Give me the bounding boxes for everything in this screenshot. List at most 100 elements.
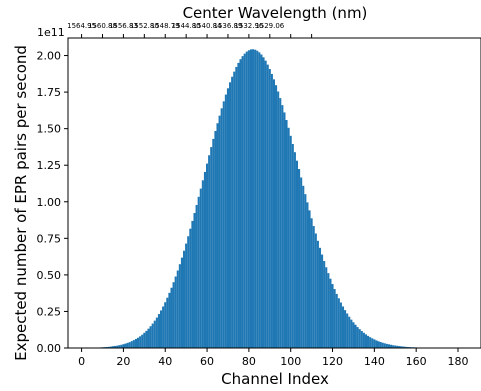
bar (348, 316, 351, 348)
x-axis-ticks: 0 20 40 60 80 100 120 140 160 180 (78, 348, 468, 368)
bar (371, 338, 374, 348)
bar (139, 336, 142, 348)
bar (300, 177, 303, 348)
bar (157, 314, 161, 348)
bar (114, 345, 117, 348)
bar (339, 302, 342, 348)
bar (145, 330, 148, 348)
bar (369, 337, 372, 348)
bar (364, 334, 368, 348)
bar (178, 264, 181, 348)
bar (387, 344, 391, 348)
bar (206, 163, 209, 348)
bar (128, 342, 131, 348)
bar (164, 302, 167, 348)
chart-title: Center Wavelength (nm) (183, 4, 368, 22)
bar (247, 50, 250, 348)
x-tick-label: 160 (406, 355, 427, 368)
bar (239, 59, 242, 348)
bar (201, 180, 204, 348)
bar (258, 52, 261, 348)
bar (341, 306, 345, 348)
top-tick-label: 1564.95 (67, 22, 96, 30)
bar (252, 49, 255, 348)
bar (249, 49, 253, 348)
bar (183, 250, 186, 348)
bar (398, 346, 401, 348)
top-tick-label: 1529.06 (255, 22, 284, 30)
x-tick-label: 180 (447, 355, 468, 368)
bar (404, 346, 407, 348)
bar (373, 339, 376, 348)
bar (116, 345, 119, 348)
bar (310, 218, 313, 348)
bar (375, 340, 378, 348)
bar (291, 144, 294, 348)
y-tick-label: 1.50 (37, 123, 62, 136)
bar (212, 138, 215, 348)
bar (141, 334, 144, 348)
bar (346, 313, 349, 348)
bar (379, 342, 382, 348)
bar (381, 342, 384, 348)
bar (151, 323, 154, 348)
bar (143, 332, 146, 348)
bar (281, 105, 284, 349)
bar (162, 306, 165, 348)
bar (304, 194, 307, 348)
top-tick-label: 1556.83 (109, 22, 138, 30)
bar (134, 338, 138, 348)
bar (137, 337, 140, 348)
bar (293, 152, 296, 348)
top-tick-label: 1548.79 (151, 22, 180, 30)
bar (352, 322, 355, 348)
top-tick-label: 1544.80 (172, 22, 201, 30)
bar (109, 346, 112, 348)
bar (331, 284, 334, 348)
bar (287, 127, 290, 348)
bar (197, 196, 200, 348)
bar (362, 332, 365, 348)
bar (333, 289, 336, 348)
bar (327, 273, 330, 348)
bar (229, 82, 232, 348)
bar (302, 185, 305, 348)
bar (406, 346, 409, 348)
bar (329, 278, 332, 348)
bar (191, 220, 194, 348)
bar (218, 115, 221, 349)
bar (402, 346, 405, 348)
bar (193, 213, 196, 348)
y-axis-label: Expected number of EPR pairs per second (12, 45, 30, 361)
top-tick-label: 1532.96 (234, 22, 263, 30)
y-tick-label: 0.50 (37, 269, 62, 282)
bar (358, 329, 361, 348)
x-tick-label: 100 (280, 355, 301, 368)
bar (266, 64, 269, 349)
bar (243, 53, 246, 349)
x-tick-label: 80 (242, 355, 256, 368)
bar (323, 261, 326, 348)
bar (298, 169, 301, 348)
bar (383, 343, 386, 348)
bar (316, 240, 319, 348)
y-tick-label: 0.00 (37, 342, 62, 355)
bar (124, 343, 127, 348)
bar (120, 344, 123, 348)
bar (160, 310, 163, 348)
bar (245, 51, 248, 348)
bar (199, 188, 202, 348)
bar (270, 73, 273, 348)
bar (272, 79, 276, 348)
bar (222, 101, 225, 348)
bar (195, 204, 198, 348)
bar (208, 155, 211, 348)
bar (285, 120, 288, 348)
bar (174, 276, 177, 348)
bar (396, 345, 399, 348)
bar (132, 340, 135, 348)
bar (312, 226, 315, 348)
bar (321, 254, 324, 348)
bar (153, 320, 156, 348)
